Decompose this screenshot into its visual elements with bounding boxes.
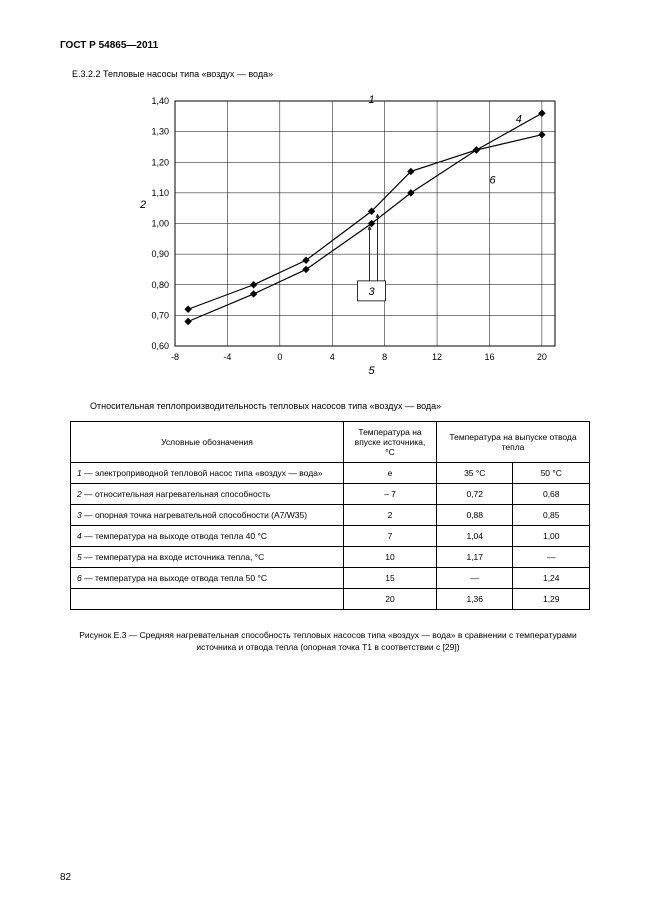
doc-header: ГОСТ Р 54865—2011 [60,40,596,51]
svg-text:0,80: 0,80 [151,280,169,290]
svg-text:-4: -4 [223,352,231,362]
svg-text:0,60: 0,60 [151,341,169,351]
table-cell: 1,04 [437,526,513,547]
table-cell: – 7 [344,484,437,505]
table-cell: 20 [344,589,437,610]
svg-text:1: 1 [368,94,374,106]
table-cell-label: 3 — опорная точка нагревательной способн… [71,505,344,526]
svg-text:4: 4 [516,113,522,125]
svg-text:1,30: 1,30 [151,127,169,137]
table-cell: 1,17 [437,547,513,568]
table-cell: 2 [344,505,437,526]
svg-text:8: 8 [382,352,387,362]
page-number: 82 [60,872,71,883]
table-cell: 15 [344,568,437,589]
svg-text:3: 3 [368,286,375,298]
table-caption: Относительная теплопроизводительность те… [90,401,596,411]
col1-header: Условные обозначения [71,422,344,463]
table-cell: — [513,547,590,568]
table-cell-label: 1 — электроприводной тепловой насос типа… [71,463,344,484]
table-cell: 0,72 [437,484,513,505]
svg-text:1,00: 1,00 [151,219,169,229]
svg-text:1,40: 1,40 [151,96,169,106]
svg-text:2: 2 [139,199,146,211]
svg-text:5: 5 [368,365,375,376]
table-cell-label [71,589,344,610]
table-cell: е [344,463,437,484]
data-table: Условные обозначения Температура на впус… [70,421,590,610]
table-cell: 0,85 [513,505,590,526]
chart: -8-40481216200,600,700,800,901,001,101,2… [130,91,596,381]
svg-text:1,20: 1,20 [151,157,169,167]
table-cell: 7 [344,526,437,547]
table-cell-label: 6 — температура на выходе отвода тепла 5… [71,568,344,589]
table-cell: 1,29 [513,589,590,610]
svg-text:0,90: 0,90 [151,249,169,259]
svg-text:-8: -8 [171,352,179,362]
svg-text:0: 0 [277,352,282,362]
svg-text:4: 4 [330,352,335,362]
table-cell: 1,00 [513,526,590,547]
table-cell: 50 °С [513,463,590,484]
table-cell: 1,24 [513,568,590,589]
svg-text:12: 12 [432,352,442,362]
table-cell: 35 °С [437,463,513,484]
table-cell: 10 [344,547,437,568]
figure-caption: Рисунок Е.3 — Средняя нагревательная спо… [60,630,596,654]
col2-header: Температура на впуске источника, °С [344,422,437,463]
col3-header: Температура на выпуске отвода тепла [437,422,590,463]
svg-text:6: 6 [489,175,496,187]
table-cell: 1,36 [437,589,513,610]
svg-text:16: 16 [484,352,494,362]
svg-text:0,70: 0,70 [151,310,169,320]
table-cell: 0,88 [437,505,513,526]
table-cell-label: 5 — температура на входе источника тепла… [71,547,344,568]
section-title: Е.3.2.2 Тепловые насосы типа «воздух — в… [72,69,596,79]
table-cell-label: 4 — температура на выходе отвода тепла 4… [71,526,344,547]
svg-text:1,10: 1,10 [151,188,169,198]
table-cell: — [437,568,513,589]
table-cell-label: 2 — относительная нагревательная способн… [71,484,344,505]
table-cell: 0,68 [513,484,590,505]
svg-text:20: 20 [537,352,547,362]
